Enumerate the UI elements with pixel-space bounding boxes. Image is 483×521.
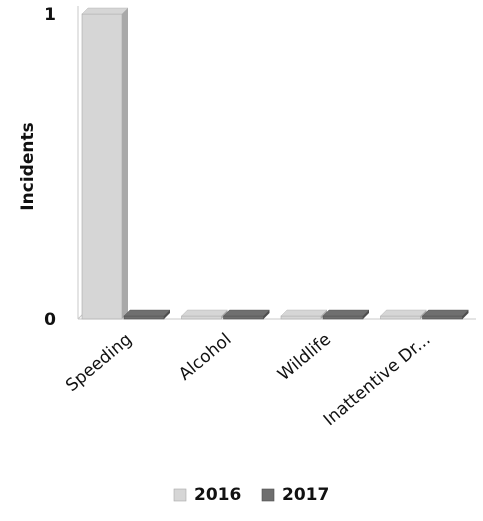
bar-side-2017-1 xyxy=(263,310,270,319)
bar-2017-2 xyxy=(322,315,364,320)
y-tick-label: 0 xyxy=(44,310,56,330)
x-tick-label: Alcohol xyxy=(175,330,235,385)
x-tick-label: Speeding xyxy=(62,330,136,396)
bar-2017-1 xyxy=(223,315,264,320)
y-axis-title: Incidents xyxy=(18,122,38,210)
bar-2017-3 xyxy=(422,315,463,320)
bar-2016-2 xyxy=(280,315,322,320)
legend-swatch-2016 xyxy=(173,488,187,502)
bar-side-2016-2 xyxy=(321,310,327,319)
bar-top-2017-0 xyxy=(123,309,171,317)
bar-side-2017-0 xyxy=(164,310,170,319)
bar-2016-3 xyxy=(380,315,421,320)
bar-top-2016-0 xyxy=(81,7,129,15)
bar-top-2017-3 xyxy=(422,309,469,317)
bar-side-2017-3 xyxy=(462,310,469,319)
x-tick-label: Inattentive Dr... xyxy=(320,330,435,431)
legend-swatch-2017 xyxy=(261,488,275,502)
bar-side-2016-1 xyxy=(221,310,228,319)
bar-side-2017-2 xyxy=(363,310,369,319)
bar-2017-0 xyxy=(123,315,165,320)
legend-label-2016: 2016 xyxy=(194,485,241,505)
bar-top-2017-1 xyxy=(223,309,270,317)
bar-side-2016-0 xyxy=(122,8,128,319)
bar-side-2016-3 xyxy=(420,310,427,319)
bar-2016-0 xyxy=(81,13,123,320)
bar-top-2016-3 xyxy=(380,309,427,317)
bar-top-2016-1 xyxy=(181,309,228,317)
bar-2016-1 xyxy=(181,315,222,320)
bar-top-2017-2 xyxy=(322,309,370,317)
legend-label-2017: 2017 xyxy=(282,485,329,505)
bar-top-2016-2 xyxy=(280,309,328,317)
y-tick-label: 1 xyxy=(44,5,56,25)
x-tick-label: Wildlife xyxy=(274,330,335,386)
